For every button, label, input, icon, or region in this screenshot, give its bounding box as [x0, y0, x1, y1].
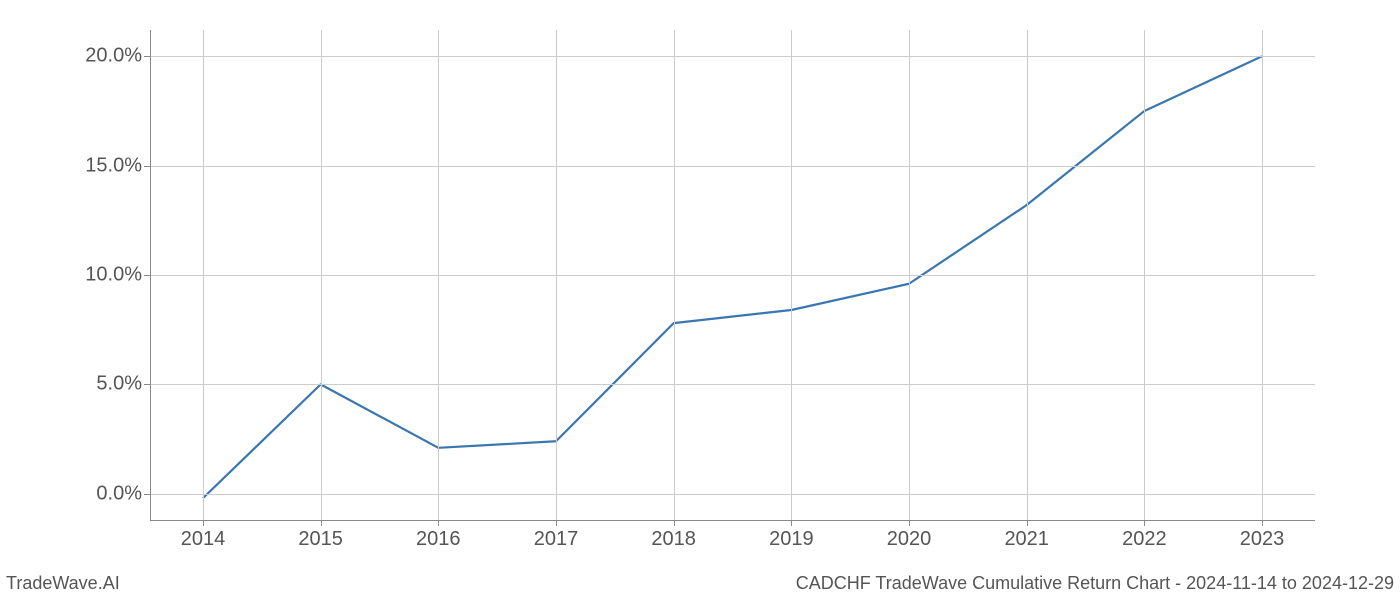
- grid-line-horizontal: [150, 494, 1315, 495]
- x-tick-label: 2023: [1240, 520, 1285, 551]
- y-tick-label: 10.0%: [85, 264, 150, 287]
- x-tick-label: 2021: [1004, 520, 1049, 551]
- grid-line-horizontal: [150, 275, 1315, 276]
- y-axis-spine: [150, 30, 151, 520]
- grid-line-horizontal: [150, 56, 1315, 57]
- chart-container: 2014 2015 2016 2017 2018 2019 2020 2021 2022 2023…: [0, 0, 1400, 600]
- x-tick-label: 2020: [887, 520, 932, 551]
- y-tick-label: 0.0%: [96, 482, 150, 505]
- y-tick-label: 5.0%: [96, 373, 150, 396]
- x-tick-label: 2015: [298, 520, 343, 551]
- x-tick-label: 2018: [651, 520, 696, 551]
- x-tick-label: 2019: [769, 520, 814, 551]
- footer-right-text: CADCHF TradeWave Cumulative Return Chart…: [796, 573, 1394, 594]
- grid-line-horizontal: [150, 166, 1315, 167]
- grid-line-horizontal: [150, 384, 1315, 385]
- y-tick-label: 15.0%: [85, 154, 150, 177]
- x-tick-label: 2016: [416, 520, 461, 551]
- x-tick-label: 2014: [181, 520, 226, 551]
- footer-left-text: TradeWave.AI: [6, 573, 120, 594]
- line-series: [203, 56, 1262, 498]
- plot-area: 2014201520162017201820192020202120222023…: [150, 30, 1315, 520]
- x-tick-label: 2017: [534, 520, 579, 551]
- x-tick-label: 2022: [1122, 520, 1167, 551]
- x-axis-spine: [150, 520, 1315, 521]
- y-tick-label: 20.0%: [85, 45, 150, 68]
